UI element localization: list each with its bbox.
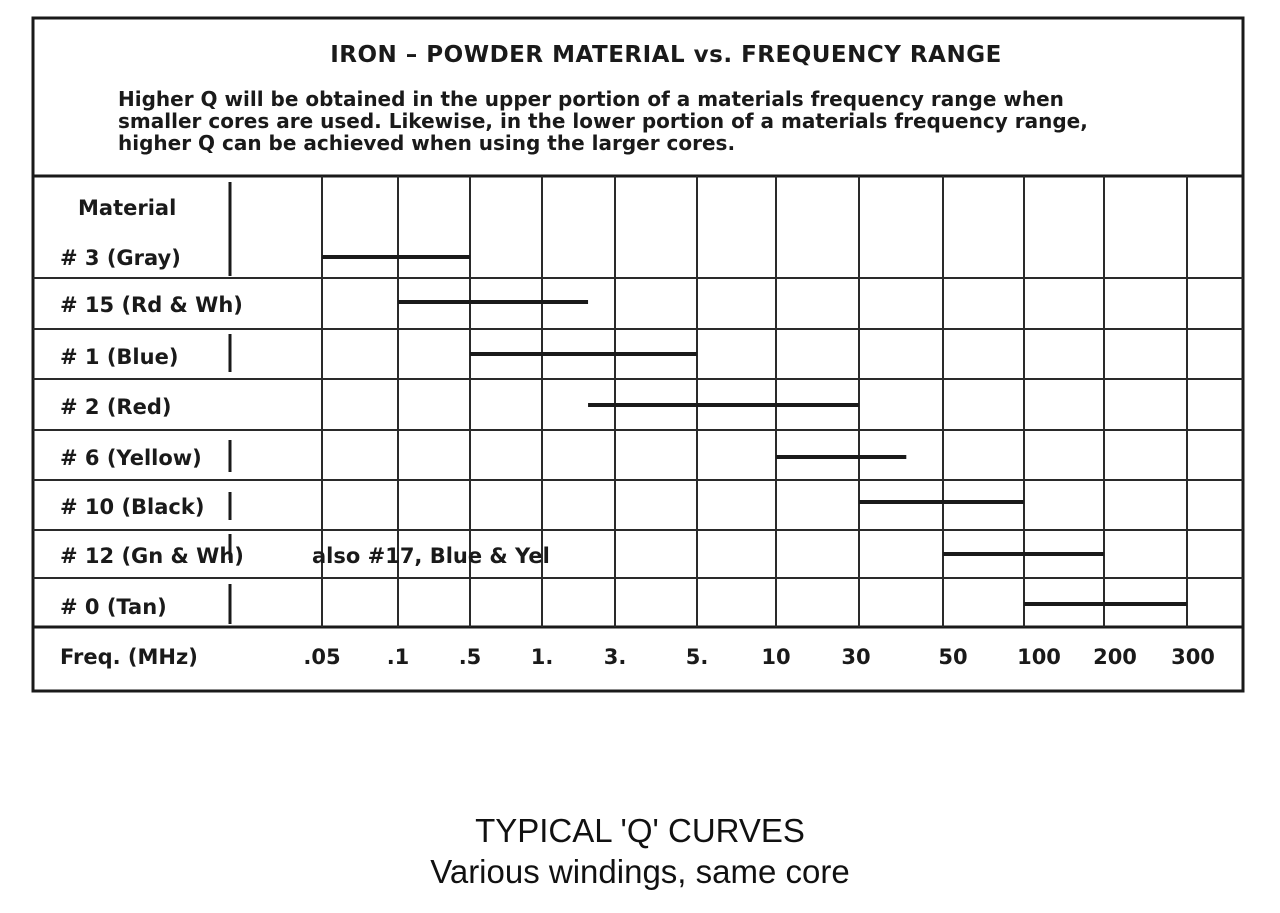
x-tick-label: 100 — [1017, 645, 1061, 669]
material-rows: # 3 (Gray) # 15 (Rd & Wh) # 1 (Blue) # 2 (R… — [60, 246, 550, 619]
x-tick-label: 1. — [531, 645, 554, 669]
material-label: # 12 (Gn & Wh) — [60, 544, 244, 568]
x-tick-label: 3. — [604, 645, 627, 669]
x-tick-label: .5 — [459, 645, 482, 669]
material-label: # 2 (Red) — [60, 395, 171, 419]
material-label: # 0 (Tan) — [60, 595, 167, 619]
caption-subtitle: Various windings, same core — [430, 853, 850, 890]
x-tick-label: 50 — [938, 645, 967, 669]
x-axis-label: Freq. (MHz) — [60, 645, 198, 669]
caption-title: TYPICAL 'Q' CURVES — [475, 812, 805, 849]
row-header: Material — [78, 196, 176, 220]
note-line: higher Q can be achieved when using the … — [118, 131, 735, 155]
note-line: smaller cores are used. Likewise, in the… — [118, 109, 1088, 133]
material-label: # 10 (Black) — [60, 495, 204, 519]
material-label: # 6 (Yellow) — [60, 446, 202, 470]
material-label: # 1 (Blue) — [60, 345, 178, 369]
frequency-range-chart: IRON – POWDER MATERIAL vs. FREQUENCY RAN… — [31, 16, 1245, 693]
x-tick-label: 10 — [761, 645, 790, 669]
material-label: # 3 (Gray) — [60, 246, 181, 270]
material-annotation: also #17, Blue & Yel — [312, 544, 550, 568]
chart-note: Higher Q will be obtained in the upper p… — [118, 87, 1088, 155]
x-tick-labels: .05 .1 .5 1. 3. 5. 10 30 50 100 200 300 — [303, 645, 1215, 669]
x-tick-label: 200 — [1093, 645, 1137, 669]
x-tick-label: 300 — [1171, 645, 1215, 669]
outer-border — [31, 16, 1245, 693]
note-line: Higher Q will be obtained in the upper p… — [118, 87, 1064, 111]
x-tick-label: .05 — [303, 645, 340, 669]
material-label: # 15 (Rd & Wh) — [60, 293, 243, 317]
grid-lines — [33, 176, 1243, 627]
chart-frame — [31, 16, 1245, 693]
chart-title: IRON – POWDER MATERIAL vs. FREQUENCY RAN… — [330, 42, 1002, 68]
x-tick-label: 5. — [686, 645, 709, 669]
x-tick-label: 30 — [841, 645, 870, 669]
range-bars — [322, 255, 1187, 606]
x-tick-label: .1 — [387, 645, 410, 669]
